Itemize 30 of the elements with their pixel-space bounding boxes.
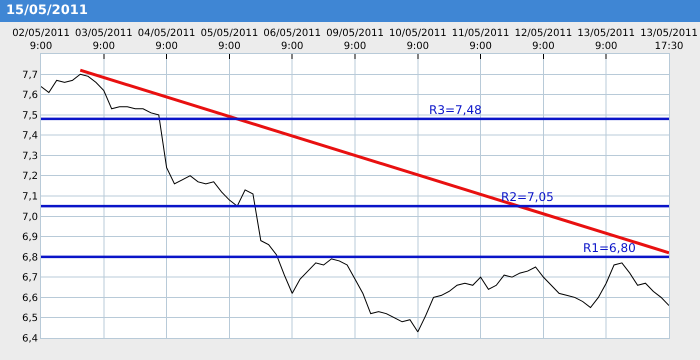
x-tick-label: 10/05/2011 9:00 <box>388 28 447 52</box>
y-tick-label: 7,7 <box>22 70 38 81</box>
y-tick-label: 6,4 <box>22 334 38 344</box>
chart-title: 15/05/2011 <box>0 0 700 22</box>
x-tick-label: 06/05/2011 9:00 <box>263 28 322 52</box>
y-tick-label: 7,4 <box>22 130 38 142</box>
y-tick-label: 6,5 <box>22 313 38 324</box>
y-tick-label: 6,6 <box>22 292 38 304</box>
y-tick-label: 7,1 <box>22 192 38 202</box>
y-tick-label: 7,3 <box>22 150 38 162</box>
ref-line-label: R3=7,48 <box>429 103 482 117</box>
x-tick-label: 04/05/2011 9:00 <box>138 28 196 52</box>
x-tick-label: 11/05/2011 9:00 <box>452 28 510 52</box>
x-tick-label: 13/05/2011 17:30 <box>640 28 698 52</box>
x-tick-label: 02/05/2011 9:00 <box>12 28 70 52</box>
x-tick-label: 09/05/2011 9:00 <box>326 28 384 52</box>
y-tick-label: 6,7 <box>22 272 38 284</box>
y-tick-label: 6,9 <box>22 232 38 244</box>
x-tick-label: 05/05/2011 9:00 <box>200 28 258 52</box>
y-tick-label: 7,0 <box>22 212 38 223</box>
y-tick-label: 7,6 <box>22 90 38 102</box>
ref-line-label: R2=7,05 <box>501 190 554 204</box>
x-tick-label: 03/05/2011 9:00 <box>74 28 133 52</box>
ref-line-label: R1=6,80 <box>583 241 636 255</box>
line-series <box>41 74 669 332</box>
y-tick-label: 7,5 <box>22 110 38 122</box>
x-tick-label: 12/05/2011 9:00 <box>514 28 572 52</box>
x-tick-label: 13/05/2011 9:00 <box>577 28 636 52</box>
y-tick-label: 6,8 <box>22 252 38 264</box>
y-tick-label: 7,2 <box>22 171 38 182</box>
